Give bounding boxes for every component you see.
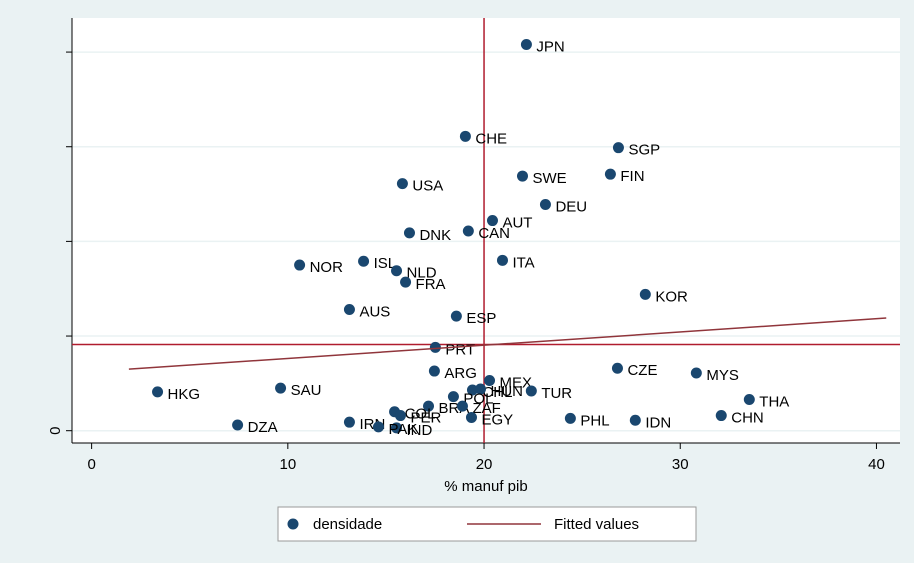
point [520, 39, 532, 51]
point-label: DNK [419, 227, 451, 244]
x-axis-title: % manuf pib [444, 478, 527, 495]
point [715, 410, 727, 422]
x-tick-label: 0 [87, 456, 95, 473]
point [516, 170, 528, 182]
point [466, 384, 478, 396]
point [394, 410, 406, 422]
point [612, 142, 624, 154]
fitted-line [128, 317, 887, 370]
point-label: KOR [655, 288, 688, 305]
point-label: ITA [512, 254, 534, 271]
legend-marker [287, 518, 299, 530]
point [358, 255, 370, 267]
point-label: POL [463, 391, 493, 408]
x-tick-label: 40 [868, 456, 885, 473]
point [396, 178, 408, 190]
point [423, 400, 435, 412]
point-label: PRT [445, 341, 475, 358]
point-label: COL [405, 406, 436, 423]
point [294, 259, 306, 271]
plot-area [72, 18, 900, 443]
point-label: SGP [628, 142, 660, 159]
point-label: SAU [291, 382, 322, 399]
x-tick-label: 10 [279, 456, 296, 473]
point [275, 382, 287, 394]
point-label: EGY [481, 411, 513, 428]
point-label: ESP [466, 310, 496, 327]
point [391, 422, 403, 434]
point [564, 412, 576, 424]
point-label: PHL [580, 412, 609, 429]
point-label: TUR [541, 385, 572, 402]
legend [277, 506, 697, 542]
point-label: HUN [491, 383, 524, 400]
point [429, 341, 441, 353]
point-label: CZE [627, 362, 657, 379]
point [459, 130, 471, 142]
point [465, 411, 477, 423]
point [486, 215, 498, 227]
point [403, 227, 415, 239]
point-label: IND [407, 422, 433, 439]
point-label: JPN [536, 38, 564, 55]
point [690, 367, 702, 379]
point-label: CHL [482, 384, 512, 401]
point [391, 265, 403, 277]
point-label: HKG [168, 386, 201, 403]
point-label: NLD [407, 265, 437, 282]
point [462, 225, 474, 237]
point [152, 386, 164, 398]
point-label: PAK [388, 421, 417, 438]
point-label: SWE [532, 170, 566, 187]
point-label: PER [410, 410, 441, 427]
point-label: AUT [502, 215, 532, 232]
point-label: ARG [444, 365, 477, 382]
legend-label: Fitted values [554, 516, 639, 533]
x-tick-label: 20 [476, 456, 493, 473]
point-label: FIN [620, 168, 644, 185]
point-label: DEU [555, 198, 587, 215]
point-label: MYS [706, 367, 739, 384]
x-tick-label: 30 [672, 456, 689, 473]
point-label: CHE [475, 130, 507, 147]
point-label: DZA [248, 419, 278, 436]
point [475, 383, 487, 395]
point [450, 310, 462, 322]
point [639, 288, 651, 300]
point [372, 421, 384, 433]
point-label: NOR [310, 259, 344, 276]
point-label: THA [759, 393, 789, 410]
point-label: FRA [416, 276, 446, 293]
point-label: CAN [478, 225, 510, 242]
point [484, 375, 496, 387]
point [611, 362, 623, 374]
point-label: ISL [374, 255, 397, 272]
point [343, 416, 355, 428]
legend-label: densidade [313, 516, 382, 533]
point-label: IDN [645, 414, 671, 431]
point [539, 198, 551, 210]
y-tick-label: 0 [47, 427, 64, 435]
point [400, 276, 412, 288]
point-label: ZAF [472, 400, 500, 417]
point [743, 393, 755, 405]
point [629, 414, 641, 426]
point-label: CHN [731, 410, 764, 427]
point [232, 419, 244, 431]
point [604, 168, 616, 180]
point [447, 391, 459, 403]
point [525, 385, 537, 397]
point-label: MEX [500, 374, 533, 391]
point [428, 365, 440, 377]
point-label: AUS [359, 304, 390, 321]
point-label: USA [412, 178, 443, 195]
point [496, 254, 508, 266]
point [456, 400, 468, 412]
point [343, 304, 355, 316]
